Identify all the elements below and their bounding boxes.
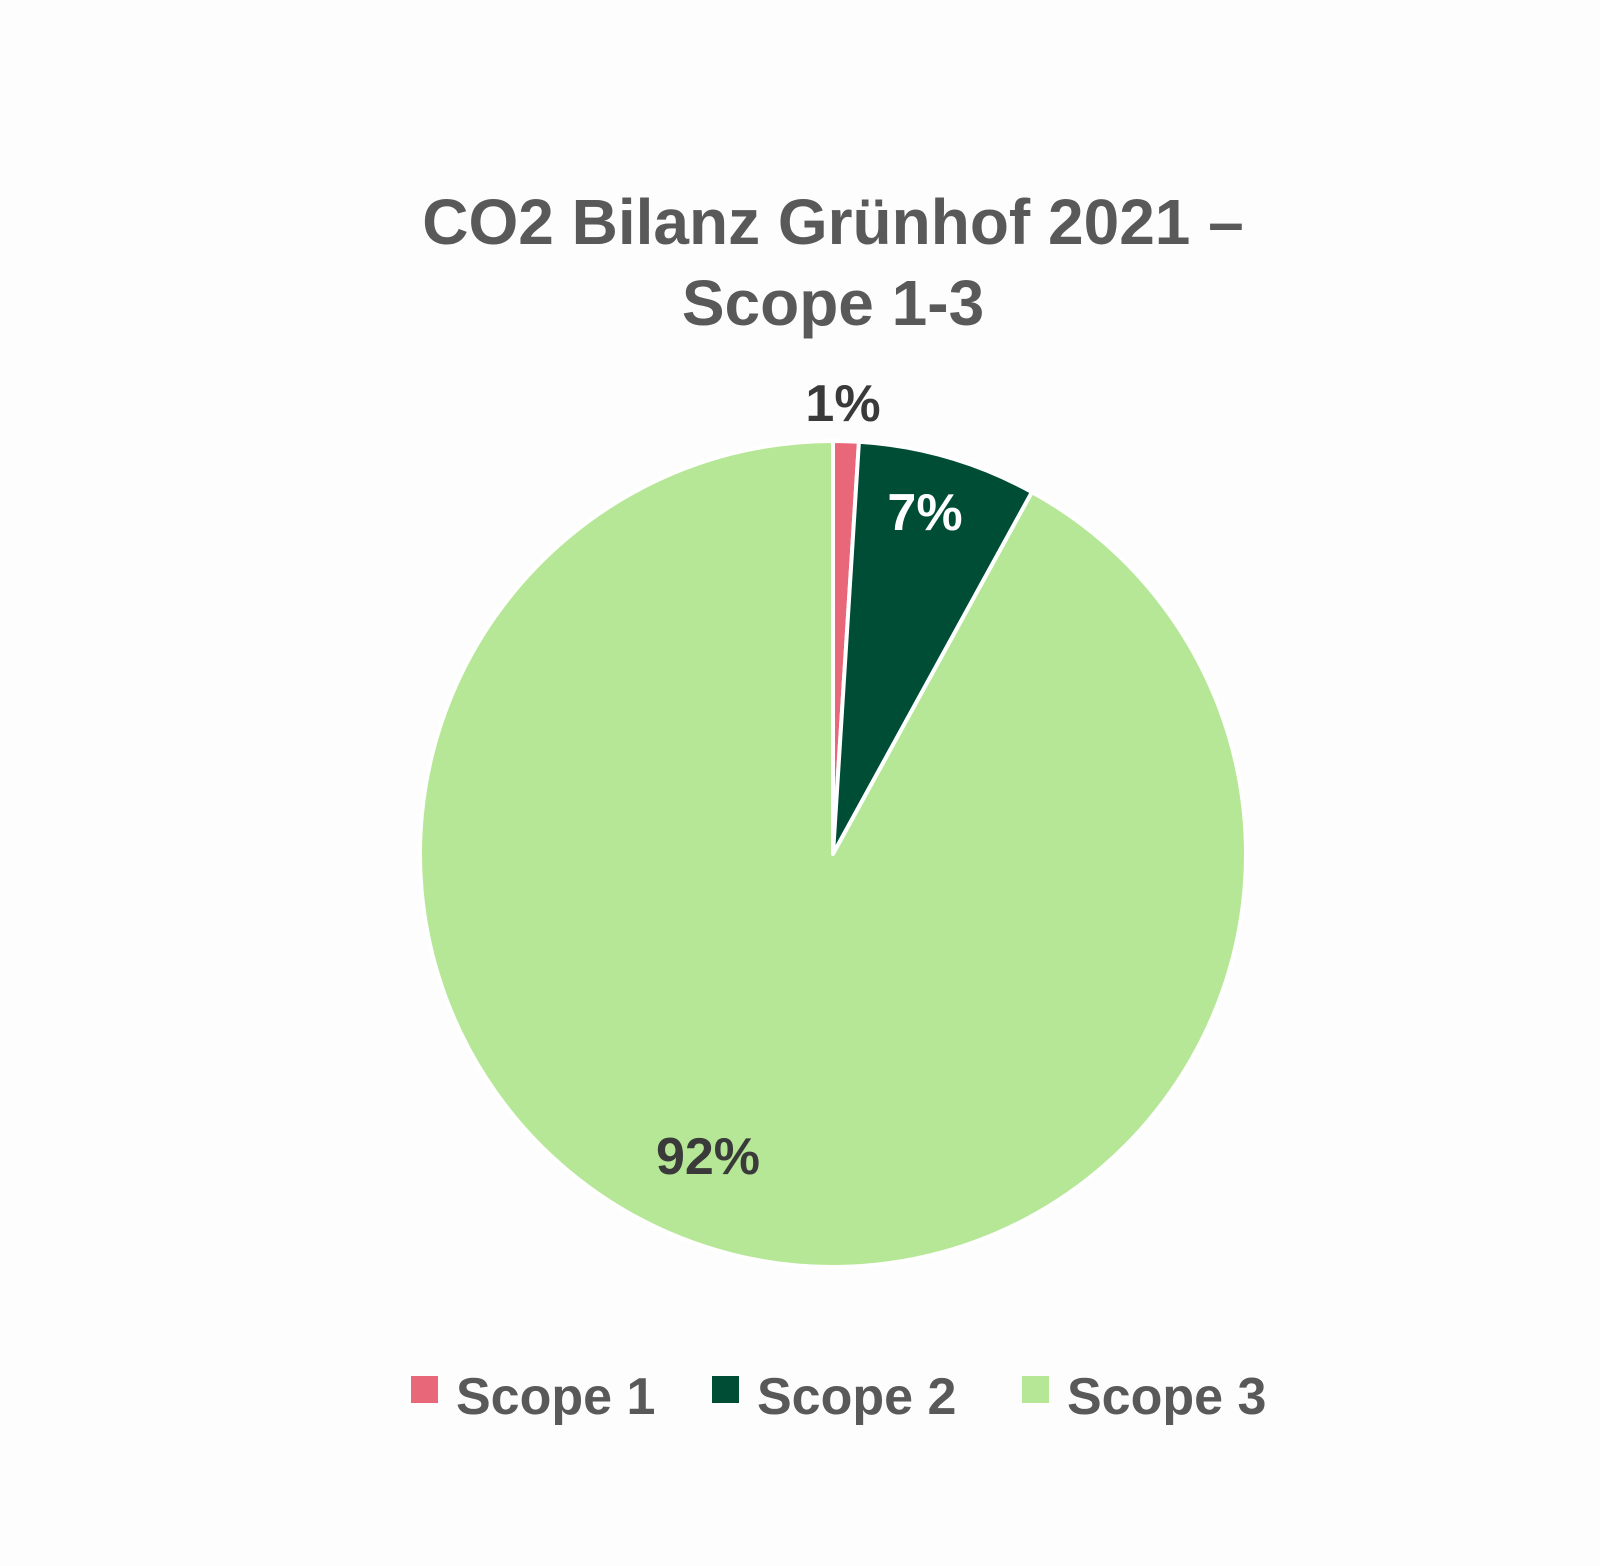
pie-slices	[418, 439, 1248, 1269]
legend-swatch	[712, 1376, 739, 1403]
chart-title: CO2 Bilanz Grünhof 2021 –	[422, 186, 1244, 258]
pie-data-labels: 1%7% 92%	[656, 375, 963, 1186]
data-label-scope-3: 92%	[656, 1128, 760, 1186]
legend-label: Scope 3	[1067, 1368, 1266, 1426]
legend-label: Scope 2	[757, 1368, 956, 1426]
legend-item-scope-2: Scope 2	[712, 1368, 956, 1426]
legend-item-scope-1: Scope 1	[411, 1368, 655, 1426]
legend-label: Scope 1	[456, 1368, 655, 1426]
chart-legend: Scope 1 Scope 2 Scope 3	[411, 1368, 1266, 1426]
data-label-scope-2: 7%	[887, 484, 962, 542]
pie-slice-scope-3	[418, 439, 1248, 1269]
legend-item-scope-3: Scope 3	[1022, 1368, 1266, 1426]
legend-swatch	[411, 1376, 438, 1403]
chart-subtitle: Scope 1-3	[682, 267, 984, 339]
legend-swatch	[1022, 1376, 1049, 1403]
pie-slice-scope-2	[831, 439, 1034, 856]
data-label-scope-1: 1%	[805, 375, 880, 433]
